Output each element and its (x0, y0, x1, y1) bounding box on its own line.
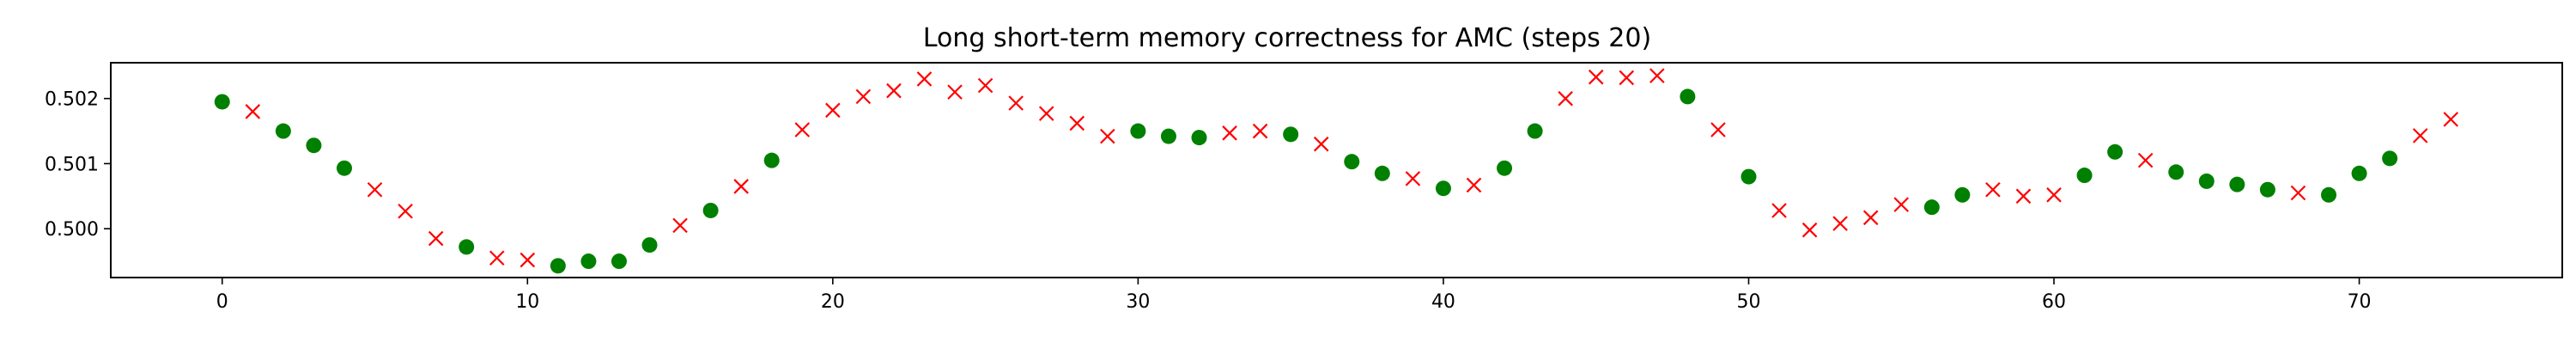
data-point-circle (1344, 154, 1360, 170)
y-tick-label: 0.501 (45, 154, 99, 175)
data-point-x (1862, 210, 1879, 226)
data-point-circle (1130, 123, 1146, 139)
data-point-circle (1497, 160, 1513, 176)
data-point-circle (1435, 180, 1451, 197)
data-point-circle (1283, 126, 1299, 143)
y-axis-ticks: 0.500 0.501 0.502 (45, 89, 111, 241)
data-point-x (1619, 70, 1635, 86)
data-point-circle (1160, 128, 1176, 144)
data-point-x (1069, 115, 1085, 131)
data-point-circle (611, 253, 627, 270)
data-point-x (1252, 123, 1268, 139)
data-point-circle (1923, 199, 1940, 216)
data-point-x (1710, 122, 1726, 137)
data-point-x (2290, 185, 2306, 201)
y-tick-label: 0.502 (45, 89, 99, 111)
data-point-x (794, 122, 811, 137)
data-point-x (825, 102, 841, 119)
data-point-circle (702, 202, 719, 218)
data-point-x (1222, 125, 1237, 141)
x-axis-ticks: 0 10 20 30 40 50 60 70 (216, 278, 2372, 313)
x-tick-label: 70 (2348, 291, 2372, 313)
data-point-x (977, 77, 993, 94)
data-point-circle (1191, 130, 1207, 146)
data-point-x (733, 179, 749, 194)
data-point-circle (2351, 165, 2367, 181)
data-point-circle (336, 160, 352, 176)
data-point-circle (2229, 176, 2245, 192)
data-point-x (489, 250, 505, 266)
data-point-x (1985, 181, 2001, 198)
data-point-circle (275, 123, 291, 139)
chart-title: Long short-term memory correctness for A… (923, 23, 1651, 53)
x-tick-label: 20 (821, 291, 845, 313)
data-point-circle (2259, 181, 2275, 198)
data-point-circle (306, 137, 322, 154)
data-point-x (398, 203, 413, 219)
data-point-x (1588, 69, 1604, 85)
data-point-x (947, 84, 963, 100)
data-point-circle (580, 253, 597, 270)
data-point-circle (1741, 168, 1757, 185)
data-point-circle (2168, 164, 2184, 180)
data-point-x (886, 82, 902, 99)
y-tick-label: 0.500 (45, 219, 99, 241)
data-point-x (1801, 222, 1818, 238)
data-point-circle (2382, 150, 2398, 167)
data-point-x (1771, 203, 1787, 218)
data-point-x (855, 89, 872, 105)
plot-frame (110, 62, 2563, 278)
data-point-x (1008, 95, 1024, 111)
plot-points (214, 68, 2459, 274)
data-point-x (1038, 106, 1054, 121)
data-point-x (367, 181, 383, 198)
data-point-x (672, 217, 688, 234)
data-point-x (2046, 187, 2062, 203)
data-point-x (1832, 216, 1848, 231)
x-tick-label: 40 (1431, 291, 1455, 313)
data-point-x (1313, 136, 1329, 152)
data-point-x (1466, 177, 1482, 193)
data-point-circle (214, 94, 230, 110)
data-point-x (1405, 171, 1421, 186)
data-point-circle (1680, 89, 1696, 105)
x-tick-label: 0 (216, 291, 228, 313)
data-point-circle (2107, 143, 2123, 160)
data-point-x (519, 252, 536, 268)
x-tick-label: 50 (1736, 291, 1760, 313)
data-point-x (1558, 90, 1573, 107)
data-point-x (2412, 128, 2428, 143)
x-tick-label: 60 (2042, 291, 2066, 313)
data-point-x (1893, 197, 1910, 212)
data-point-x (2443, 112, 2459, 127)
data-point-x (245, 104, 261, 119)
data-point-circle (763, 152, 780, 168)
data-point-circle (1954, 186, 1971, 203)
data-point-circle (2076, 168, 2093, 184)
data-point-x (1100, 128, 1115, 144)
data-point-x (2015, 188, 2032, 205)
data-point-x (1649, 68, 1665, 83)
data-point-circle (641, 237, 658, 253)
data-point-circle (1374, 165, 1390, 181)
data-point-circle (1527, 123, 1543, 139)
data-point-x (2137, 152, 2154, 168)
data-point-x (916, 71, 933, 87)
data-point-x (428, 230, 444, 247)
data-point-circle (459, 239, 475, 255)
x-tick-label: 10 (515, 291, 539, 313)
data-point-circle (2198, 173, 2215, 189)
x-tick-label: 30 (1126, 291, 1150, 313)
data-point-circle (550, 258, 566, 274)
data-point-circle (2321, 186, 2337, 203)
